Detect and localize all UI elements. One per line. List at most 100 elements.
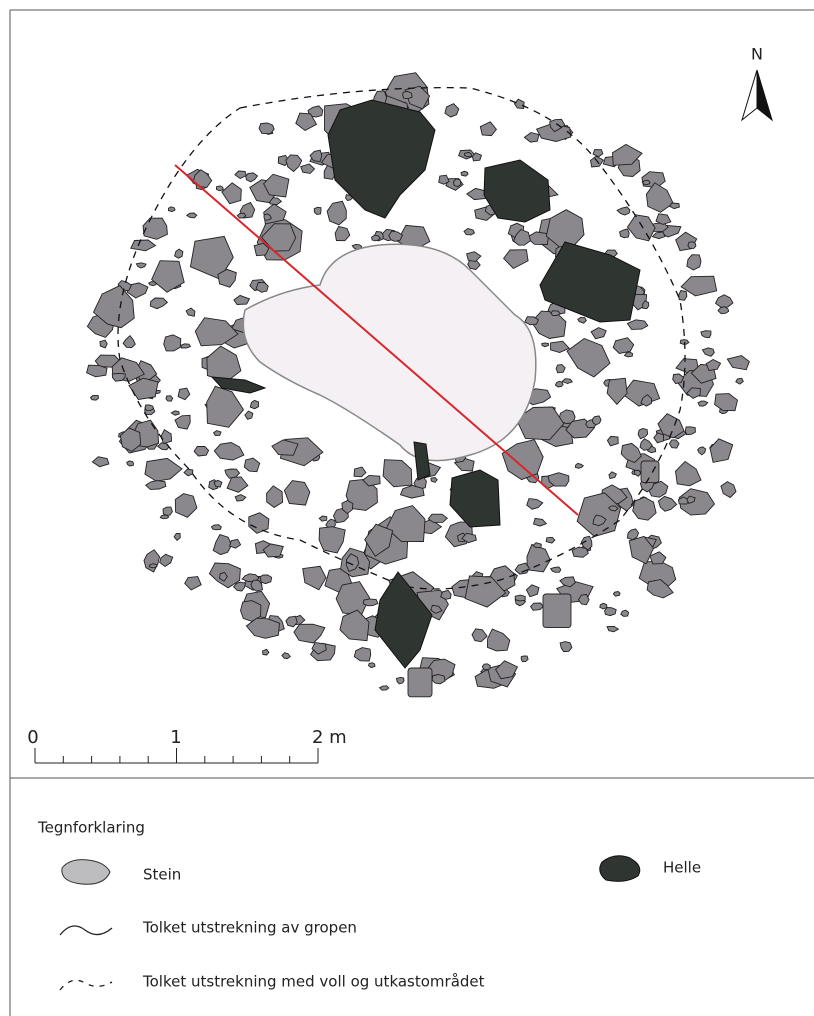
stone — [131, 240, 156, 251]
stone — [560, 642, 572, 652]
stone — [551, 311, 560, 316]
stone — [282, 653, 290, 659]
stone — [679, 291, 687, 301]
site-plan: N 0 1 2 m Tegnforklaring Stein Helle Tol… — [0, 0, 814, 1016]
stone — [146, 481, 166, 490]
stone — [504, 250, 528, 269]
stone — [235, 495, 246, 502]
stone — [658, 496, 676, 511]
stone — [621, 610, 629, 616]
stone — [551, 567, 561, 572]
stone — [546, 537, 555, 543]
stone — [643, 301, 649, 309]
stone — [715, 394, 738, 411]
legend-pit-icon — [60, 926, 112, 935]
legend-label: Helle — [663, 859, 701, 877]
stone — [340, 610, 369, 641]
stone — [527, 544, 550, 572]
stone — [555, 381, 563, 387]
stone — [464, 229, 475, 235]
legend-label: Stein — [143, 866, 181, 884]
stone — [294, 624, 325, 643]
stone — [567, 339, 610, 377]
stone — [336, 582, 369, 616]
stone — [175, 415, 190, 429]
slab — [328, 100, 435, 218]
stone — [185, 577, 202, 590]
stone — [620, 229, 630, 238]
legend-slab-icon — [600, 856, 640, 882]
legend: Tegnforklaring Stein Helle Tolket utstre… — [37, 819, 701, 991]
stone — [441, 590, 452, 599]
stone — [152, 261, 185, 293]
legend-stone-icon — [62, 860, 110, 885]
stone — [161, 430, 172, 444]
stone — [250, 400, 258, 408]
stone — [286, 155, 302, 172]
scale-label: 1 — [170, 727, 181, 748]
stone — [284, 481, 309, 506]
stone — [607, 436, 618, 445]
stone — [174, 534, 180, 541]
stone — [482, 664, 490, 670]
legend-label: Tolket utstrekning med voll og utkastomr… — [142, 973, 485, 991]
stone — [461, 171, 468, 176]
stone — [431, 478, 437, 483]
stone — [454, 179, 462, 187]
stone — [100, 340, 107, 348]
stone — [314, 207, 321, 214]
stone — [354, 467, 366, 477]
stone — [212, 525, 222, 530]
stone — [256, 282, 268, 292]
stone — [181, 344, 190, 348]
scale-label: 2 m — [312, 727, 347, 748]
stone — [369, 663, 375, 668]
stone — [235, 171, 246, 179]
legend-title: Tegnforklaring — [37, 819, 145, 837]
stone — [556, 365, 565, 373]
stone — [380, 686, 389, 690]
stone — [186, 308, 195, 316]
stone — [607, 626, 618, 631]
stone — [650, 552, 666, 564]
stone — [613, 338, 634, 354]
stone — [634, 470, 640, 476]
stone — [150, 298, 167, 309]
stone — [286, 616, 297, 627]
stone — [214, 480, 222, 487]
legend-label: Tolket utstrekning av gropen — [142, 919, 357, 937]
stone — [234, 295, 250, 304]
stone — [524, 133, 539, 143]
stone — [319, 527, 345, 553]
stone — [207, 386, 244, 427]
stone — [702, 348, 714, 357]
stone — [515, 99, 525, 108]
stone — [259, 123, 274, 134]
stone — [354, 648, 370, 661]
stone — [397, 677, 405, 684]
legend-outer-icon — [60, 980, 112, 990]
stone — [542, 343, 549, 347]
stone — [230, 539, 241, 548]
stone — [641, 461, 659, 483]
stone — [163, 507, 172, 515]
stone — [676, 461, 702, 485]
stone — [87, 365, 107, 377]
stone — [327, 201, 346, 225]
stone — [706, 360, 720, 371]
stone — [136, 263, 146, 268]
stone — [576, 463, 584, 468]
stone — [222, 183, 242, 204]
stone — [534, 518, 547, 526]
stone — [515, 595, 525, 601]
stone — [480, 122, 496, 136]
stone — [175, 249, 183, 258]
stone — [531, 603, 544, 610]
stone — [633, 497, 656, 520]
slab — [450, 470, 500, 527]
stone — [652, 232, 665, 239]
stone — [527, 499, 543, 510]
stone — [92, 457, 109, 467]
stone — [605, 608, 617, 616]
north-arrow: N — [742, 45, 772, 121]
